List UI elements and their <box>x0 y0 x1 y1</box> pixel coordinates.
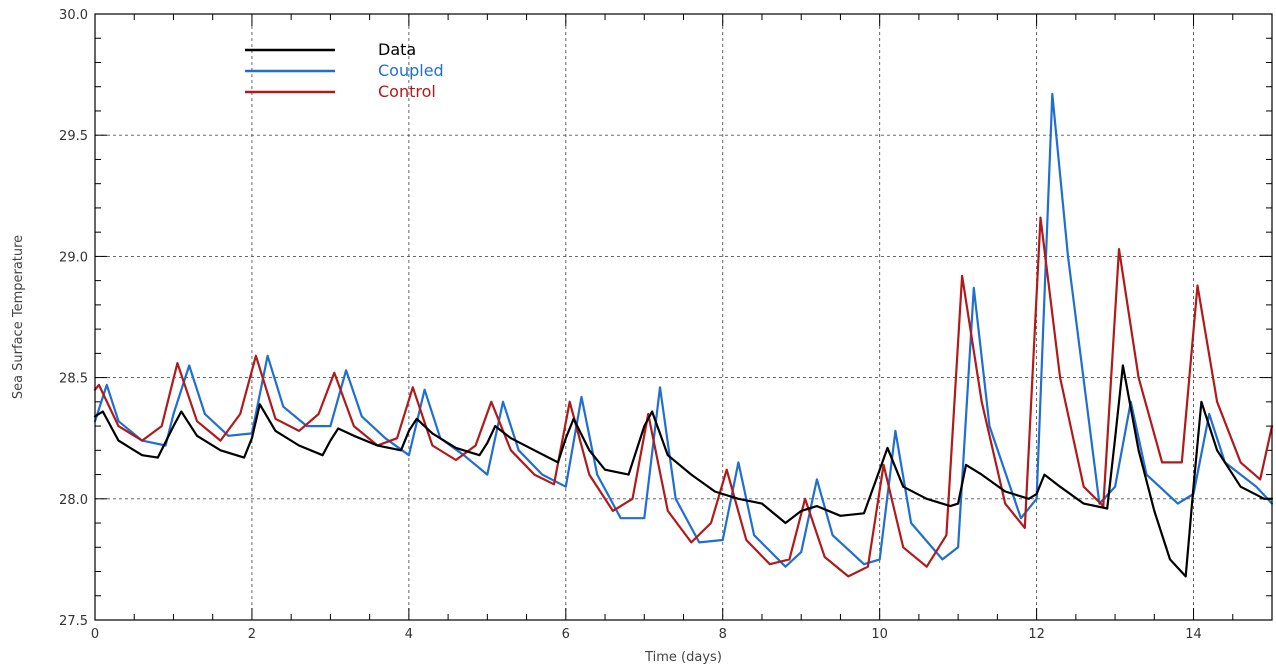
x-tick-labels: 0 2 4 6 8 10 12 14 <box>91 627 1202 642</box>
legend-label-data: Data <box>378 40 416 59</box>
legend-label-control: Control <box>378 82 436 101</box>
y-axis-label: Sea Surface Temperature <box>11 235 26 399</box>
series-line-control <box>93 216 1274 578</box>
x-tick-label: 12 <box>1028 627 1045 642</box>
y-tick-label: 29.0 <box>59 250 88 265</box>
grid-lines <box>95 14 1272 620</box>
x-tick-label: 10 <box>871 627 888 642</box>
axis-ticks <box>94 13 1273 621</box>
x-tick-label: 8 <box>719 627 727 642</box>
y-tick-label: 28.5 <box>59 372 88 387</box>
legend-label-coupled: Coupled <box>378 61 444 80</box>
legend: Data Coupled Control <box>245 40 444 101</box>
x-axis-label: Time (days) <box>644 650 722 665</box>
y-tick-label: 27.5 <box>59 614 88 629</box>
y-tick-label: 29.5 <box>59 129 88 144</box>
y-tick-label: 30.0 <box>59 8 88 23</box>
x-tick-label: 4 <box>405 627 413 642</box>
y-tick-labels: 27.5 28.0 28.5 29.0 29.5 30.0 <box>59 8 88 629</box>
x-tick-label: 0 <box>91 627 99 642</box>
series-line-coupled <box>93 92 1274 568</box>
plot-frame <box>94 13 1273 621</box>
x-tick-label: 2 <box>248 627 256 642</box>
series-line-data <box>93 364 1274 578</box>
series-lines <box>93 92 1274 578</box>
x-tick-label: 14 <box>1185 627 1202 642</box>
x-tick-label: 6 <box>562 627 570 642</box>
y-tick-label: 28.0 <box>59 493 88 508</box>
